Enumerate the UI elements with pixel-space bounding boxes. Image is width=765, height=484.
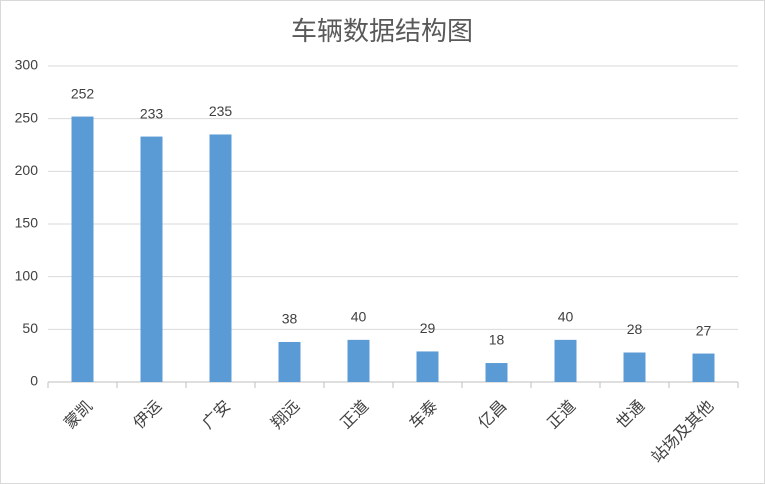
bar <box>347 339 370 382</box>
data-label: 27 <box>696 322 712 338</box>
bar <box>485 363 508 382</box>
data-label: 28 <box>627 321 643 337</box>
y-tick-label: 0 <box>30 373 38 389</box>
y-tick-label: 150 <box>15 215 39 231</box>
data-label: 233 <box>140 105 164 121</box>
bar <box>554 339 577 382</box>
y-tick-label: 250 <box>15 109 39 125</box>
data-label: 38 <box>282 311 298 327</box>
y-tick-label: 300 <box>15 57 39 73</box>
data-label: 18 <box>489 332 505 348</box>
y-tick-label: 200 <box>15 162 39 178</box>
data-label: 40 <box>351 309 367 325</box>
y-tick-label: 50 <box>22 320 38 336</box>
bar <box>140 136 163 382</box>
data-label: 40 <box>558 309 574 325</box>
data-label: 235 <box>209 103 233 119</box>
bar <box>416 351 439 382</box>
chart-title: 车辆数据结构图 <box>291 16 473 46</box>
y-tick-label: 100 <box>15 267 39 283</box>
bar <box>278 341 301 382</box>
bar <box>692 353 715 382</box>
bar <box>71 116 94 382</box>
bar <box>623 352 646 382</box>
data-label: 29 <box>420 320 436 336</box>
bar <box>209 134 232 382</box>
data-label: 252 <box>71 85 95 101</box>
